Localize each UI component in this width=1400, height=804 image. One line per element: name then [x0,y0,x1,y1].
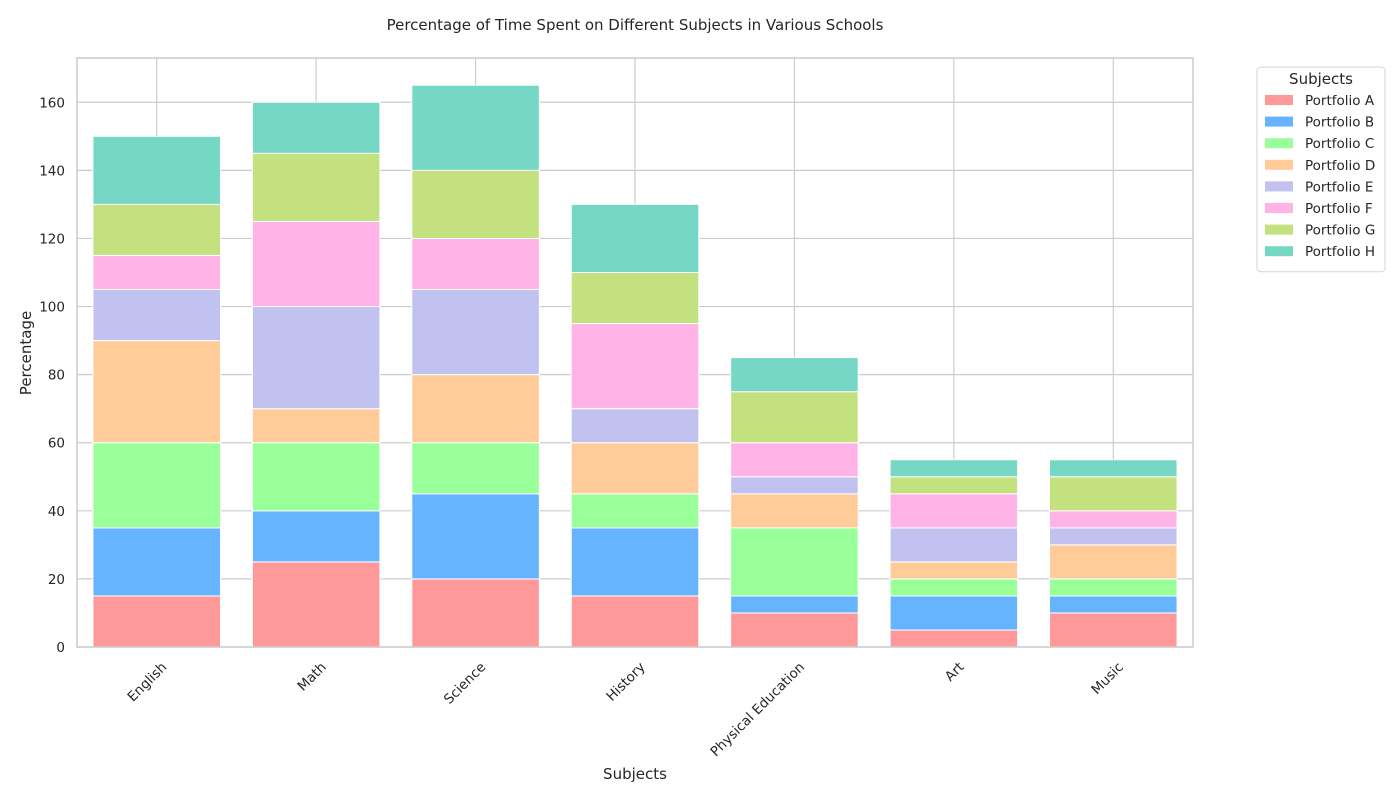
bar-segment [411,169,540,239]
bar-segment [92,203,221,256]
bar-segment [411,442,540,495]
x-tick-label: Math [295,659,330,694]
y-tick-label: 0 [56,640,65,656]
legend: Subjects Portfolio A Portfolio B Portfolio … [1256,66,1386,273]
bar-segment [570,271,700,325]
legend-swatch [1265,159,1293,170]
bar-segment [251,561,381,648]
bar-segment [570,203,700,273]
legend-swatch [1265,116,1293,127]
legend-label: Portfolio G [1305,223,1375,239]
bar-segment [570,442,700,495]
legend-swatch [1265,138,1293,149]
bar-segment [889,578,1019,597]
bar-segment [570,323,700,410]
legend-title: Subjects [1289,70,1353,88]
bar-segment [92,527,221,597]
bar-segment [570,493,700,529]
y-tick-label: 120 [39,231,65,247]
y-tick-label: 40 [48,504,65,520]
bar-segment [889,493,1019,529]
bar-segment [251,306,381,410]
bar-segment [1049,510,1178,529]
bar-segment [411,84,540,171]
bar-segment [730,357,859,393]
y-tick-label: 20 [48,572,65,588]
x-tick-label: English [125,659,171,705]
bar-segment [1049,595,1178,614]
bar-segment [411,374,540,444]
x-tick-label: Art [942,659,968,685]
legend-swatch [1265,203,1293,213]
chart-title: Percentage of Time Spent on Different Su… [387,16,884,34]
bar-segment [251,510,381,563]
bar-segment [251,408,381,444]
legend-label: Portfolio D [1305,158,1375,174]
bar-segment [251,101,381,154]
legend-swatch [1265,246,1293,257]
bar-segment [730,493,859,529]
y-tick-label: 140 [39,163,65,179]
legend-label: Portfolio E [1305,179,1373,195]
bar-segment [92,289,221,342]
bar-segment [1049,578,1178,597]
bar-segment [251,152,381,222]
bar-segment [1049,476,1178,512]
x-axis-label: Subjects [603,765,667,783]
x-tick-label: Science [441,659,489,707]
bar-segment [730,391,859,444]
plot-area: 0 20 40 60 80 100 120 140 160 English Math Science H… [39,57,1194,760]
bar-segment [889,595,1019,631]
legend-label: Portfolio B [1305,115,1374,131]
bar-segment [889,459,1019,478]
x-tick-label: Music [1088,659,1126,697]
y-tick-label: 160 [39,95,65,111]
bar-segment [889,561,1019,580]
y-tick-label: 60 [48,436,65,452]
bar-segment [889,476,1019,495]
legend-label: Portfolio H [1305,244,1375,260]
bar-segment [570,408,700,444]
bar-segment [889,629,1019,648]
bar-segment [730,442,859,478]
legend-swatch [1265,224,1293,235]
bar-segment [1049,544,1178,580]
bar-segment [92,254,221,291]
bar-segment [1049,459,1178,478]
bar-segment [92,442,221,529]
y-axis-label: Percentage [17,311,35,395]
bar-segment [570,527,700,597]
bar-segment [411,289,540,376]
x-tick-label: History [603,659,648,704]
bar-segment [92,340,221,444]
bar-segment [730,595,859,614]
legend-swatch [1265,95,1293,105]
bar-segment [1049,527,1178,546]
bar-segment [1049,612,1178,648]
plot-frame [76,57,1194,648]
legend-label: Portfolio C [1305,136,1374,152]
bar-segment [730,612,859,648]
legend-label: Portfolio F [1305,201,1373,217]
bar-segment [251,220,381,308]
legend-swatch [1265,181,1293,192]
bar-segment [411,493,540,580]
bar-segment [411,578,540,648]
bar-segment [251,442,381,512]
x-tick-label: Physical Education [707,659,808,760]
y-tick-label: 100 [39,300,65,316]
legend-label: Portfolio A [1305,93,1375,109]
bar-segment [92,135,221,205]
bar-segment [411,237,540,291]
bar-segment [730,476,859,495]
bar-segment [730,527,859,597]
bar-segment [92,595,221,648]
bar-segment [889,527,1019,563]
y-tick-label: 80 [48,368,65,384]
bar-segment [570,595,700,648]
